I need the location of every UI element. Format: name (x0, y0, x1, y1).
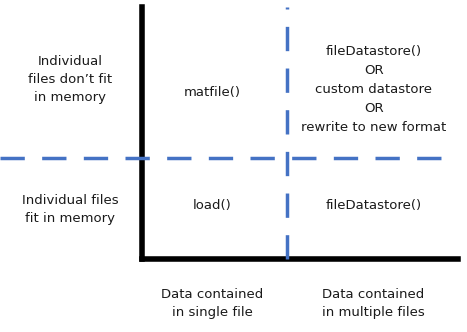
Text: Individual
files don’t fit
in memory: Individual files don’t fit in memory (28, 55, 112, 104)
Text: fileDatastore(): fileDatastore() (325, 199, 422, 212)
Text: Data contained
in single file: Data contained in single file (162, 288, 263, 319)
Text: Data contained
in multiple files: Data contained in multiple files (322, 288, 425, 319)
Text: matfile(): matfile() (184, 86, 241, 100)
Text: Individual files
fit in memory: Individual files fit in memory (22, 194, 118, 225)
Text: fileDatastore()
OR
custom datastore
OR
rewrite to new format: fileDatastore() OR custom datastore OR r… (301, 45, 446, 134)
Text: load(): load() (193, 199, 232, 212)
